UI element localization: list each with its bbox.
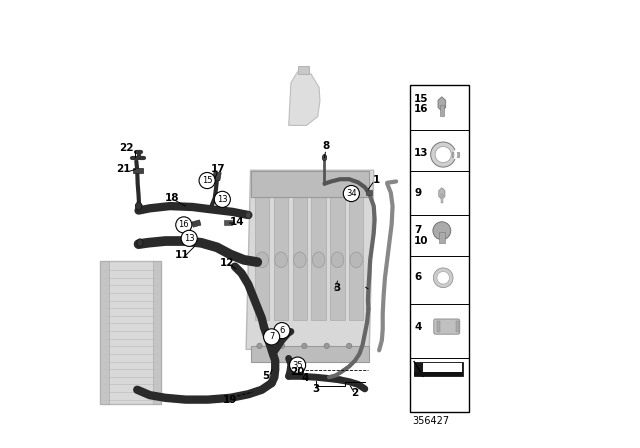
Bar [212,172,221,181]
Bar [456,321,459,332]
Bar [292,195,307,320]
Text: 13: 13 [184,234,195,243]
Text: 5: 5 [262,371,270,381]
Polygon shape [246,170,374,349]
Text: 15: 15 [414,95,429,104]
Text: 2: 2 [351,388,358,398]
Ellipse shape [312,252,325,268]
Ellipse shape [332,252,344,268]
Text: 8: 8 [322,142,330,151]
Text: 20: 20 [290,367,305,377]
Circle shape [433,268,453,288]
Text: 22: 22 [119,143,134,153]
Text: 9: 9 [414,188,421,198]
Text: 35: 35 [292,361,303,370]
Text: 18: 18 [165,193,179,203]
Text: 10: 10 [414,236,429,246]
Bar [298,66,309,74]
Ellipse shape [275,252,287,268]
Bar [251,171,369,197]
Bar [330,195,345,320]
Circle shape [214,191,230,207]
Text: 356427: 356427 [413,416,450,426]
Bar [251,346,369,362]
Circle shape [264,329,280,345]
Bar [349,195,364,320]
Bar [437,321,440,332]
Ellipse shape [136,202,141,210]
Polygon shape [439,188,445,199]
FancyBboxPatch shape [434,319,460,334]
Ellipse shape [323,155,327,161]
Text: 19: 19 [223,395,237,405]
Polygon shape [414,362,463,376]
Text: 21: 21 [116,164,131,174]
Text: 34: 34 [346,189,356,198]
Circle shape [176,217,192,233]
Text: 11: 11 [175,250,189,260]
Circle shape [199,172,215,189]
Bar [100,261,109,404]
Bar [410,85,468,412]
Text: 13: 13 [414,148,429,158]
Text: 1: 1 [372,175,380,185]
Ellipse shape [137,239,143,247]
Bar [153,261,161,404]
Text: 6: 6 [279,326,285,335]
Text: 14: 14 [230,217,244,227]
Bar [439,232,445,243]
Bar [274,195,288,320]
Ellipse shape [256,252,269,268]
Bar [132,168,143,173]
Text: 3: 3 [333,283,340,293]
Circle shape [433,222,451,240]
Bar [365,190,372,195]
Bar [255,195,269,320]
Text: 16: 16 [414,104,429,114]
Polygon shape [423,363,463,375]
Text: 15: 15 [202,176,212,185]
Text: 3: 3 [312,384,319,394]
Circle shape [437,271,449,284]
Circle shape [274,323,290,339]
Circle shape [346,343,352,349]
Circle shape [289,357,306,373]
Bar [414,372,463,376]
Ellipse shape [246,211,251,219]
Text: 12: 12 [220,258,234,268]
Bar [224,220,232,225]
Text: 16: 16 [179,220,189,229]
Circle shape [301,343,307,349]
Text: 7: 7 [269,332,275,341]
Bar [312,195,326,320]
Text: 17: 17 [211,164,225,174]
Circle shape [181,230,197,246]
Text: 4: 4 [301,373,308,383]
Ellipse shape [350,252,362,268]
Bar [440,194,443,203]
FancyBboxPatch shape [100,261,161,404]
Polygon shape [289,72,320,125]
Polygon shape [438,97,445,111]
Bar [440,105,444,116]
Circle shape [279,343,285,349]
Circle shape [257,343,262,349]
Circle shape [431,142,456,167]
Circle shape [324,343,330,349]
Text: 7: 7 [414,225,422,235]
Ellipse shape [294,252,306,268]
Circle shape [435,146,451,163]
Bar [192,220,201,227]
Text: 6: 6 [414,272,421,282]
Text: 13: 13 [217,195,228,204]
Circle shape [343,185,360,202]
Bar [452,152,460,157]
Text: 4: 4 [414,322,422,332]
